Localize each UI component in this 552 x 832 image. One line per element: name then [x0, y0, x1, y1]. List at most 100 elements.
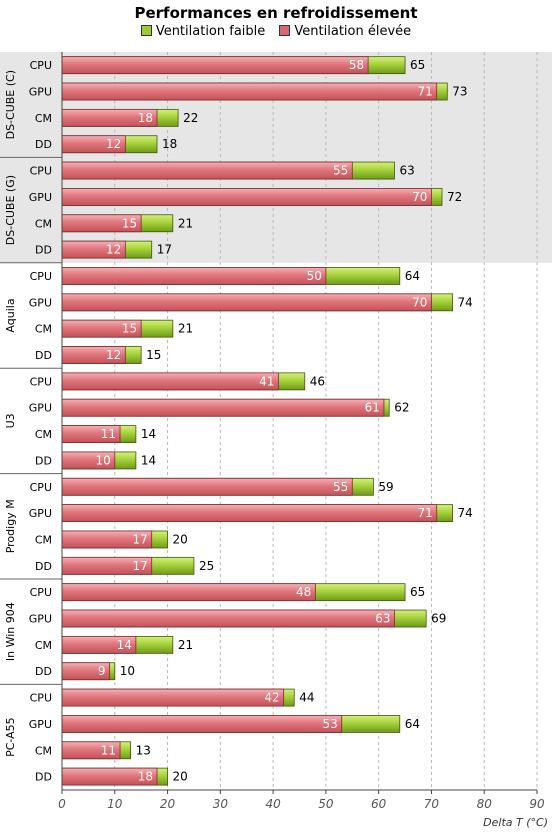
- bar-ventilation-elevee: [61, 504, 438, 523]
- data-label-elevee: 71: [417, 85, 432, 99]
- group-label: U3: [4, 413, 17, 428]
- data-label-faible: 20: [173, 532, 188, 546]
- category-label: GPU: [29, 402, 52, 415]
- category-label: DD: [35, 771, 52, 784]
- data-label-elevee: 61: [365, 401, 380, 415]
- bar-ventilation-elevee: [61, 56, 369, 75]
- data-label-faible: 10: [120, 664, 135, 678]
- data-label-faible: 13: [136, 743, 151, 757]
- data-label-faible: 25: [199, 559, 214, 573]
- data-label-faible: 74: [458, 506, 473, 520]
- data-label-elevee: 18: [138, 770, 153, 784]
- x-tick-label: 60: [371, 797, 387, 811]
- category-label: GPU: [29, 718, 52, 731]
- category-label: CPU: [30, 692, 52, 705]
- data-label-elevee: 12: [106, 348, 121, 362]
- data-label-faible: 18: [162, 137, 177, 151]
- bar-ventilation-elevee: [61, 715, 343, 733]
- data-label-faible: 73: [452, 85, 467, 99]
- category-label: DD: [35, 560, 52, 573]
- category-label: GPU: [29, 296, 52, 309]
- data-label-elevee: 14: [117, 638, 132, 652]
- category-label: GPU: [29, 191, 52, 204]
- group-label: In Win 904: [4, 602, 17, 661]
- x-tick-label: 20: [160, 797, 176, 811]
- category-label: CPU: [30, 481, 52, 494]
- category-label: GPU: [29, 613, 52, 626]
- category-label: CPU: [30, 59, 52, 72]
- data-label-faible: 21: [178, 638, 193, 652]
- category-label: CPU: [30, 270, 52, 283]
- data-label-faible: 64: [405, 717, 420, 731]
- group-label: DS-CUBE (C): [4, 70, 17, 139]
- data-label-faible: 63: [400, 164, 415, 178]
- data-label-elevee: 17: [132, 532, 147, 546]
- category-label: CPU: [30, 165, 52, 178]
- category-label: GPU: [29, 86, 52, 99]
- legend-item-low: Ventilation faible: [140, 24, 265, 39]
- category-label: DD: [35, 138, 52, 151]
- data-label-faible: 22: [183, 111, 198, 125]
- data-label-elevee: 15: [122, 216, 137, 230]
- legend-swatch-high: [279, 25, 291, 36]
- chart-legend: Ventilation faible Ventilation élevée: [0, 24, 552, 39]
- data-label-elevee: 12: [106, 243, 121, 257]
- x-tick-label: 40: [265, 797, 281, 811]
- category-label: CM: [35, 217, 52, 230]
- data-label-elevee: 10: [95, 453, 110, 467]
- bar-ventilation-elevee: [61, 609, 395, 628]
- data-label-faible: 20: [173, 770, 188, 784]
- x-tick-label: 80: [477, 797, 493, 811]
- data-label-elevee: 15: [122, 322, 137, 336]
- bar-ventilation-elevee: [61, 688, 285, 707]
- data-label-faible: 69: [431, 612, 446, 626]
- data-label-faible: 59: [378, 480, 393, 494]
- data-label-elevee: 55: [333, 480, 348, 494]
- group-label: DS-CUBE (G): [4, 175, 17, 245]
- data-label-faible: 17: [157, 243, 172, 257]
- x-tick-label: 10: [107, 797, 123, 811]
- data-label-elevee: 42: [264, 691, 279, 705]
- data-label-elevee: 41: [259, 374, 274, 388]
- category-label: CPU: [30, 586, 52, 599]
- category-label: CM: [35, 112, 52, 125]
- x-tick-label: 0: [58, 797, 66, 811]
- data-label-faible: 14: [141, 453, 156, 467]
- x-tick-label: 70: [424, 797, 440, 811]
- group-label: Prodigy M: [4, 499, 17, 553]
- chart-title: Performances en refroidissement: [134, 4, 418, 22]
- data-label-elevee: 50: [307, 269, 322, 283]
- data-label-elevee: 55: [333, 164, 348, 178]
- bar-ventilation-elevee: [61, 293, 432, 312]
- bar-ventilation-elevee: [61, 372, 279, 391]
- group-label: PC-A55: [4, 717, 17, 757]
- bar-ventilation-elevee: [61, 161, 353, 180]
- group-label: Aquila: [4, 298, 17, 332]
- data-label-elevee: 9: [98, 664, 106, 678]
- data-label-faible: 64: [405, 269, 420, 283]
- data-label-elevee: 58: [349, 58, 364, 72]
- bar-ventilation-elevee: [61, 398, 385, 417]
- bar-ventilation-elevee: [61, 583, 316, 602]
- category-label: DD: [35, 349, 52, 362]
- data-label-elevee: 70: [412, 190, 427, 204]
- x-axis-label: Delta T (°C): [483, 816, 548, 829]
- data-label-elevee: 17: [132, 559, 147, 573]
- category-label: CM: [35, 639, 52, 652]
- data-label-elevee: 12: [106, 137, 121, 151]
- category-label: DD: [35, 454, 52, 467]
- legend-swatch-low: [140, 25, 152, 36]
- data-label-elevee: 11: [101, 743, 116, 757]
- category-label: CM: [35, 323, 52, 336]
- data-label-faible: 15: [146, 348, 161, 362]
- x-tick-label: 50: [318, 797, 334, 811]
- category-label: CM: [35, 533, 52, 546]
- x-tick-label: 30: [213, 797, 229, 811]
- data-label-faible: 44: [299, 691, 314, 705]
- category-label: GPU: [29, 507, 52, 520]
- data-label-faible: 14: [141, 427, 156, 441]
- data-label-elevee: 70: [412, 295, 427, 309]
- category-label: CPU: [30, 375, 52, 388]
- bar-ventilation-elevee: [61, 188, 432, 206]
- category-label: CM: [35, 428, 52, 441]
